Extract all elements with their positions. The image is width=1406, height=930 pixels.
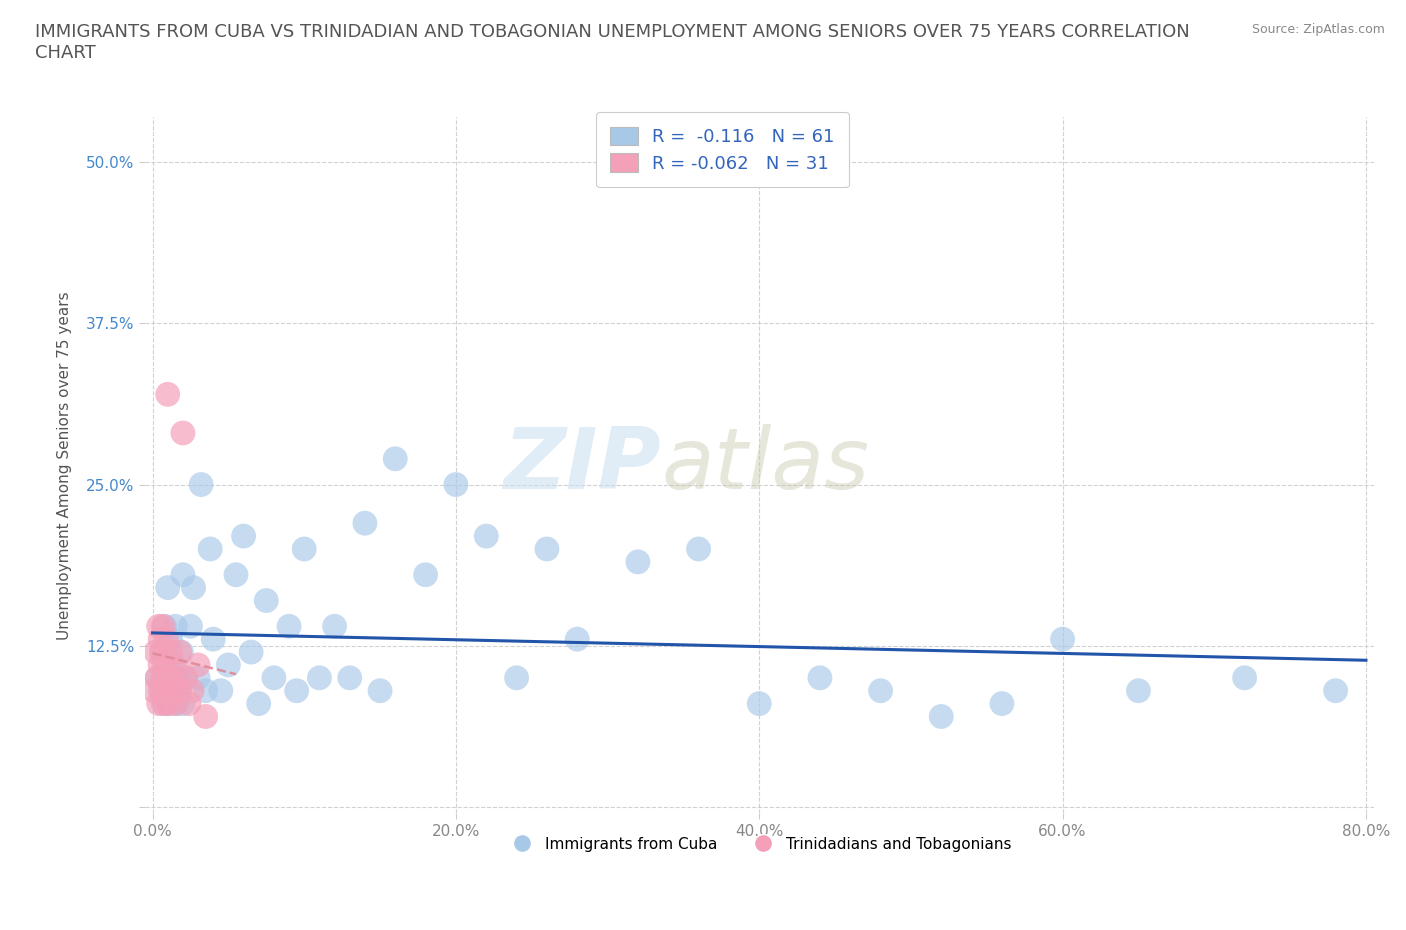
Point [285,684,308,698]
Point [153,697,176,711]
Point [157,697,180,711]
Point [163,658,186,672]
Point [172,697,194,711]
Point [166,671,188,685]
Point [567,631,589,646]
Point [263,671,285,685]
Point [152,618,174,633]
Point [181,684,204,698]
Point [165,697,187,711]
Point [194,709,217,724]
Point [162,684,184,698]
Point [748,697,770,711]
Point [153,658,176,672]
Point [179,618,201,633]
Point [165,618,187,633]
Point [187,658,209,672]
Point [209,684,232,698]
Point [146,671,169,685]
Point [991,697,1014,711]
Point [808,671,831,685]
Point [143,684,166,698]
Point [157,671,180,685]
Point [869,684,891,698]
Point [217,658,239,672]
Point [354,516,377,531]
Legend: Immigrants from Cuba, Trinidadians and Tobagonians: Immigrants from Cuba, Trinidadians and T… [501,830,1018,857]
Point [150,644,173,659]
Point [475,528,498,543]
Point [155,658,177,672]
Point [145,644,167,659]
Point [150,684,173,698]
Point [167,684,190,698]
Point [162,684,184,698]
Point [156,697,179,711]
Point [150,644,173,659]
Point [152,671,174,685]
Point [200,541,222,556]
Point [174,671,197,685]
Point [1128,684,1150,698]
Point [155,631,177,646]
Point [149,631,172,646]
Point [169,644,191,659]
Text: Source: ZipAtlas.com: Source: ZipAtlas.com [1251,23,1385,36]
Point [146,671,169,685]
Point [292,541,315,556]
Point [153,618,176,633]
Y-axis label: Unemployment Among Seniors over 75 years: Unemployment Among Seniors over 75 years [58,291,72,640]
Point [149,658,172,672]
Text: ZIP: ZIP [503,424,661,507]
Point [415,567,437,582]
Point [278,618,301,633]
Point [240,644,263,659]
Point [323,618,346,633]
Point [202,631,225,646]
Point [232,528,254,543]
Point [254,593,277,608]
Point [172,426,194,441]
Text: IMMIGRANTS FROM CUBA VS TRINIDADIAN AND TOBAGONIAN UNEMPLOYMENT AMONG SENIORS OV: IMMIGRANTS FROM CUBA VS TRINIDADIAN AND … [35,23,1189,62]
Point [187,671,209,685]
Point [929,709,952,724]
Point [148,697,170,711]
Point [225,567,247,582]
Point [183,580,205,595]
Point [444,477,467,492]
Point [688,541,710,556]
Point [536,541,558,556]
Point [627,554,650,569]
Point [1052,631,1074,646]
Point [308,671,330,685]
Point [170,644,193,659]
Point [169,684,191,698]
Point [159,631,181,646]
Point [174,671,197,685]
Point [368,684,391,698]
Text: atlas: atlas [661,424,869,507]
Point [163,658,186,672]
Point [148,618,170,633]
Point [177,697,200,711]
Point [172,567,194,582]
Point [156,580,179,595]
Point [247,697,270,711]
Point [1324,684,1347,698]
Point [166,697,188,711]
Point [149,684,172,698]
Point [384,451,406,466]
Point [1233,671,1256,685]
Point [194,684,217,698]
Point [159,644,181,659]
Point [167,671,190,685]
Point [156,387,179,402]
Point [339,671,361,685]
Point [156,671,179,685]
Point [152,697,174,711]
Point [505,671,527,685]
Point [190,477,212,492]
Point [155,684,177,698]
